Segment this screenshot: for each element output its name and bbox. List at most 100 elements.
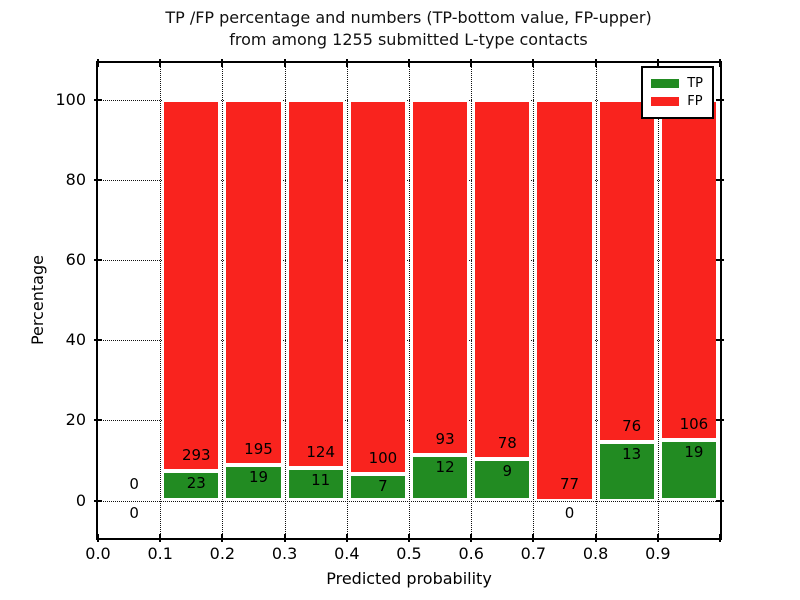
y-tick-mark-right bbox=[716, 339, 724, 342]
bar-segment-fp bbox=[348, 100, 407, 475]
y-tick-mark bbox=[94, 339, 102, 342]
bar-segment-tp bbox=[162, 471, 221, 501]
x-tick-mark bbox=[532, 534, 535, 542]
fp-count-label: 0 bbox=[129, 475, 139, 494]
y-tick-mark bbox=[94, 419, 102, 422]
tp-count-label: 9 bbox=[502, 462, 513, 481]
x-tick-mark bbox=[159, 534, 162, 542]
fp-count-label: 78 bbox=[497, 434, 517, 453]
chart-title-line2: from among 1255 submitted L-type contact… bbox=[229, 30, 588, 49]
bar-segment-fp bbox=[473, 100, 532, 460]
legend-label-fp: FP bbox=[687, 94, 703, 109]
y-tick-mark-right bbox=[716, 499, 724, 502]
x-tick-mark-top bbox=[656, 59, 659, 67]
bar-segment-fp bbox=[535, 100, 594, 501]
x-tick-mark bbox=[594, 534, 597, 542]
tp-count-label: 23 bbox=[186, 474, 206, 493]
x-tick-label: 0.7 bbox=[520, 544, 547, 563]
x-tick-label: 0.1 bbox=[147, 544, 173, 563]
x-tick-label: 0.8 bbox=[582, 544, 609, 563]
x-tick-label: 0.3 bbox=[271, 544, 298, 563]
y-tick-label: 100 bbox=[55, 90, 86, 109]
y-tick-mark bbox=[94, 499, 102, 502]
fp-count-label: 195 bbox=[244, 439, 273, 458]
bar-segment-fp bbox=[162, 100, 221, 472]
x-tick-mark bbox=[221, 534, 224, 542]
y-tick-mark-right bbox=[716, 259, 724, 262]
bar-segment-fp bbox=[411, 100, 470, 455]
legend-label-tp: TP bbox=[687, 76, 703, 91]
x-gridline bbox=[346, 63, 348, 538]
bar-segment-fp bbox=[224, 100, 283, 465]
bar-segment-fp bbox=[286, 100, 345, 468]
x-tick-mark-top bbox=[345, 59, 348, 67]
x-tick-label: 0.5 bbox=[396, 544, 422, 563]
fp-count-label: 76 bbox=[622, 416, 642, 435]
tp-count-label: 12 bbox=[435, 457, 455, 476]
chart-title-line1: TP /FP percentage and numbers (TP-bottom… bbox=[165, 8, 652, 27]
x-tick-mark bbox=[719, 534, 721, 542]
fp-count-label: 93 bbox=[435, 429, 455, 448]
tp-count-label: 19 bbox=[684, 442, 704, 461]
x-tick-mark-top bbox=[719, 59, 721, 67]
bar-segment-tp bbox=[473, 459, 532, 501]
bar-segment-tp bbox=[224, 464, 283, 501]
x-tick-mark bbox=[408, 534, 410, 542]
y-tick-label: 20 bbox=[65, 410, 86, 430]
x-tick-mark-top bbox=[408, 59, 410, 67]
x-tick-mark bbox=[97, 534, 99, 542]
y-tick-mark-right bbox=[716, 179, 724, 182]
bar-segment-tp bbox=[286, 467, 345, 501]
y-tick-mark-right bbox=[716, 419, 724, 422]
x-tick-mark-top bbox=[97, 59, 99, 67]
tp-count-label: 0 bbox=[564, 503, 575, 522]
x-axis-label: Predicted probability bbox=[326, 569, 492, 588]
x-tick-mark-top bbox=[532, 59, 535, 67]
x-tick-mark bbox=[283, 534, 286, 542]
fp-count-label: 293 bbox=[181, 446, 211, 465]
bar-segment-fp bbox=[597, 100, 656, 442]
legend: TP FP bbox=[641, 66, 714, 119]
fp-count-label: 124 bbox=[306, 442, 335, 461]
y-tick-mark bbox=[94, 179, 102, 182]
x-gridline bbox=[657, 63, 659, 538]
x-tick-label: 0.6 bbox=[458, 544, 484, 563]
bar-segment-tp bbox=[411, 454, 470, 501]
legend-item-tp: TP bbox=[651, 76, 703, 91]
x-tick-mark-top bbox=[470, 59, 473, 67]
chart-title: TP /FP percentage and numbers (TP-bottom… bbox=[97, 7, 720, 51]
x-tick-label: 0.9 bbox=[645, 544, 671, 563]
x-gridline bbox=[160, 63, 162, 538]
legend-swatch-tp-icon bbox=[651, 79, 680, 88]
x-tick-label: 0.4 bbox=[334, 544, 360, 563]
bar-segment-tp bbox=[597, 442, 656, 501]
x-tick-mark-top bbox=[159, 59, 162, 67]
tp-count-label: 19 bbox=[248, 467, 269, 486]
y-tick-label: 40 bbox=[65, 330, 86, 350]
y-tick-label: 0 bbox=[75, 490, 86, 510]
y-tick-label: 60 bbox=[65, 250, 86, 270]
x-gridline bbox=[409, 63, 410, 538]
x-tick-label: 0.0 bbox=[85, 544, 111, 563]
legend-item-fp: FP bbox=[651, 94, 703, 109]
tp-count-label: 7 bbox=[378, 477, 388, 496]
x-tick-label: 0.2 bbox=[209, 544, 236, 563]
x-gridline bbox=[595, 63, 597, 538]
plot-area: TP FP 0 0 293 23 195 19 124 11 100 7 93 12 78 9 77 0 76 1… bbox=[94, 59, 724, 542]
y-axis-label: Percentage bbox=[28, 255, 47, 346]
tp-count-label: 0 bbox=[129, 503, 139, 522]
y-tick-mark bbox=[94, 99, 102, 101]
x-tick-mark bbox=[656, 534, 659, 542]
y-tick-mark-right bbox=[716, 99, 724, 101]
x-gridline bbox=[222, 63, 224, 538]
x-tick-mark-top bbox=[594, 59, 597, 67]
bar-segment-tp bbox=[348, 474, 407, 501]
x-tick-mark bbox=[470, 534, 473, 542]
x-gridline bbox=[471, 63, 473, 538]
x-tick-mark-top bbox=[221, 59, 224, 67]
y-tick-label: 80 bbox=[65, 170, 86, 190]
y-tick-mark bbox=[94, 259, 102, 262]
legend-swatch-fp-icon bbox=[651, 97, 680, 106]
fp-count-label: 106 bbox=[679, 414, 709, 433]
tp-count-label: 13 bbox=[622, 445, 642, 463]
